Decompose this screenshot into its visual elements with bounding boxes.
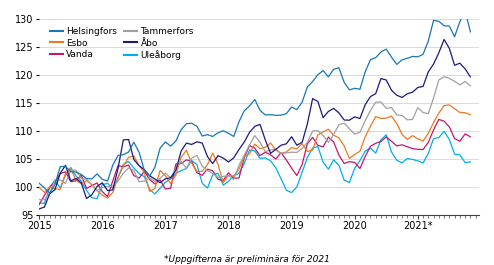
Vanda: [436, 118, 442, 121]
Tammerfors: [346, 127, 352, 130]
Line: Uleåborg: Uleåborg: [39, 131, 470, 204]
Uleåborg: [378, 138, 384, 142]
Åbo: [441, 38, 447, 41]
Uleåborg: [467, 160, 473, 164]
Tammerfors: [63, 182, 69, 185]
Åbo: [125, 138, 131, 141]
Vanda: [346, 160, 352, 163]
Vanda: [63, 170, 69, 173]
Vanda: [36, 203, 42, 206]
Helsingfors: [299, 101, 305, 104]
Esbo: [299, 142, 305, 145]
Esbo: [447, 103, 453, 107]
Helsingfors: [47, 192, 53, 195]
Helsingfors: [131, 140, 137, 144]
Esbo: [105, 197, 111, 200]
Vanda: [467, 135, 473, 138]
Vanda: [294, 174, 300, 177]
Helsingfors: [36, 182, 42, 185]
Tammerfors: [441, 75, 447, 78]
Line: Helsingfors: Helsingfors: [39, 11, 470, 193]
Line: Esbo: Esbo: [39, 105, 470, 198]
Helsingfors: [467, 30, 473, 33]
Tammerfors: [467, 84, 473, 87]
Uleåborg: [68, 166, 74, 169]
Uleåborg: [131, 166, 137, 170]
Tammerfors: [373, 101, 379, 104]
Esbo: [131, 154, 137, 158]
Tammerfors: [36, 198, 42, 201]
Legend: Helsingfors, Esbo, Vanda, Tammerfors, Åbo, Uleåborg: Helsingfors, Esbo, Vanda, Tammerfors, Åb…: [48, 25, 196, 61]
Helsingfors: [352, 87, 358, 90]
Helsingfors: [378, 50, 384, 54]
Esbo: [36, 186, 42, 189]
Uleåborg: [105, 182, 111, 185]
Esbo: [63, 172, 69, 175]
Åbo: [294, 144, 300, 147]
Åbo: [373, 92, 379, 95]
Åbo: [36, 207, 42, 210]
Åbo: [99, 181, 105, 184]
Tammerfors: [125, 166, 131, 170]
Helsingfors: [105, 179, 111, 183]
Vanda: [125, 164, 131, 167]
Text: *Uppgifterna är preliminära för 2021: *Uppgifterna är preliminära för 2021: [164, 255, 330, 264]
Uleåborg: [441, 130, 447, 133]
Uleåborg: [299, 171, 305, 174]
Vanda: [99, 190, 105, 193]
Esbo: [467, 113, 473, 116]
Åbo: [63, 164, 69, 167]
Esbo: [99, 193, 105, 197]
Line: Åbo: Åbo: [39, 39, 470, 209]
Uleåborg: [36, 201, 42, 205]
Line: Tammerfors: Tammerfors: [39, 77, 470, 200]
Tammerfors: [294, 151, 300, 154]
Esbo: [352, 153, 358, 156]
Esbo: [378, 117, 384, 120]
Tammerfors: [99, 186, 105, 189]
Helsingfors: [462, 9, 468, 12]
Vanda: [373, 142, 379, 145]
Line: Vanda: Vanda: [39, 120, 470, 205]
Åbo: [467, 75, 473, 78]
Åbo: [346, 119, 352, 122]
Uleåborg: [352, 167, 358, 170]
Helsingfors: [68, 170, 74, 173]
Uleåborg: [41, 202, 47, 205]
